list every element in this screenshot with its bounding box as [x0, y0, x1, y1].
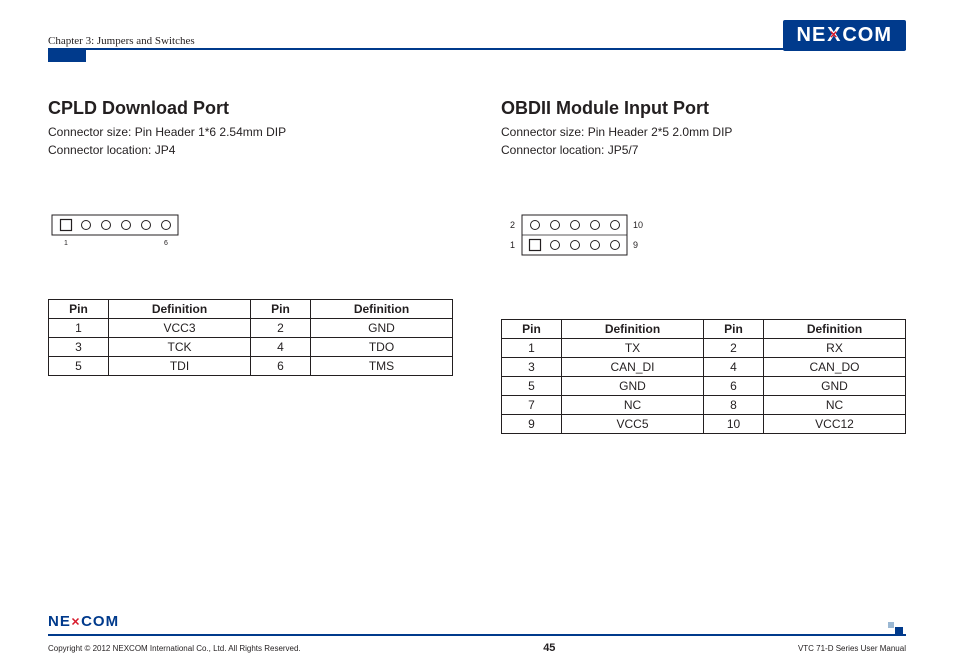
table-row: 5GND6GND	[502, 377, 906, 396]
cpld-section: CPLD Download Port Connector size: Pin H…	[48, 98, 453, 434]
obdii-title: OBDII Module Input Port	[501, 98, 906, 119]
svg-text:6: 6	[164, 240, 168, 247]
cpld-connector-location: Connector location: JP4	[48, 141, 453, 159]
footer-bar: Copyright © 2012 NEXCOM International Co…	[48, 642, 906, 654]
table-cell: GND	[311, 319, 453, 338]
table-cell: GND	[764, 377, 906, 396]
svg-text:9: 9	[633, 240, 638, 250]
brand-logo: NEXCOM	[783, 20, 906, 51]
table-row: 3TCK4TDO	[49, 338, 453, 357]
cpld-connector-size: Connector size: Pin Header 1*6 2.54mm DI…	[48, 123, 453, 141]
svg-text:1: 1	[510, 240, 515, 250]
obdii-section: OBDII Module Input Port Connector size: …	[501, 98, 906, 434]
table-cell: RX	[764, 339, 906, 358]
obdii-pin-table: PinDefinitionPinDefinition1TX2RX3CAN_DI4…	[501, 319, 906, 434]
cpld-title: CPLD Download Port	[48, 98, 453, 119]
table-cell: 4	[251, 338, 311, 357]
table-cell: GND	[562, 377, 704, 396]
table-cell: CAN_DO	[764, 358, 906, 377]
table-cell: 5	[49, 357, 109, 376]
table-cell: 6	[704, 377, 764, 396]
table-cell: 6	[251, 357, 311, 376]
table-cell: VCC3	[109, 319, 251, 338]
footer-logo-x-icon: ✕	[71, 617, 81, 629]
table-row: 3CAN_DI4CAN_DO	[502, 358, 906, 377]
table-header: Definition	[764, 320, 906, 339]
footer-ornament-icon	[888, 622, 906, 636]
table-cell: 2	[704, 339, 764, 358]
table-cell: 1	[49, 319, 109, 338]
header-tab-ornament	[48, 50, 86, 62]
table-row: 5TDI6TMS	[49, 357, 453, 376]
content-area: CPLD Download Port Connector size: Pin H…	[48, 98, 906, 434]
table-row: 7NC8NC	[502, 396, 906, 415]
table-cell: NC	[562, 396, 704, 415]
table-header: Pin	[49, 300, 109, 319]
footer-logo-suffix: COM	[81, 613, 119, 630]
svg-text:10: 10	[633, 220, 643, 230]
table-header: Pin	[251, 300, 311, 319]
obdii-connector-location: Connector location: JP5/7	[501, 141, 906, 159]
table-header: Definition	[311, 300, 453, 319]
logo-prefix: NE	[797, 24, 827, 47]
table-cell: 7	[502, 396, 562, 415]
table-cell: 4	[704, 358, 764, 377]
table-header: Definition	[109, 300, 251, 319]
table-row: 1VCC32GND	[49, 319, 453, 338]
footer-logo: NE✕COM	[48, 613, 119, 630]
cpld-pin-table: PinDefinitionPinDefinition1VCC32GND3TCK4…	[48, 299, 453, 376]
table-cell: CAN_DI	[562, 358, 704, 377]
cpld-pin-diagram: 16	[48, 211, 453, 251]
table-header: Pin	[502, 320, 562, 339]
svg-text:2: 2	[510, 220, 515, 230]
table-cell: VCC12	[764, 415, 906, 434]
svg-text:1: 1	[64, 240, 68, 247]
obdii-connector-size: Connector size: Pin Header 2*5 2.0mm DIP	[501, 123, 906, 141]
table-cell: 3	[49, 338, 109, 357]
manual-name: VTC 71-D Series User Manual	[798, 644, 906, 653]
footer-divider	[48, 634, 906, 636]
obdii-pin-diagram: 2 1 10 9	[501, 211, 906, 271]
table-cell: TMS	[311, 357, 453, 376]
table-cell: NC	[764, 396, 906, 415]
copyright-text: Copyright © 2012 NEXCOM International Co…	[48, 644, 301, 653]
table-cell: 9	[502, 415, 562, 434]
logo-x-icon: X	[826, 24, 842, 47]
table-cell: 3	[502, 358, 562, 377]
header-divider	[48, 48, 906, 50]
table-cell: TCK	[109, 338, 251, 357]
table-cell: TDO	[311, 338, 453, 357]
table-cell: 10	[704, 415, 764, 434]
table-cell: 5	[502, 377, 562, 396]
table-cell: 1	[502, 339, 562, 358]
table-cell: 2	[251, 319, 311, 338]
table-cell: TX	[562, 339, 704, 358]
table-header: Pin	[704, 320, 764, 339]
table-cell: VCC5	[562, 415, 704, 434]
logo-suffix: COM	[842, 24, 892, 47]
footer-logo-prefix: NE	[48, 613, 71, 630]
table-row: 1TX2RX	[502, 339, 906, 358]
table-row: 9VCC510VCC12	[502, 415, 906, 434]
table-cell: 8	[704, 396, 764, 415]
page-number: 45	[543, 642, 555, 654]
table-header: Definition	[562, 320, 704, 339]
table-cell: TDI	[109, 357, 251, 376]
